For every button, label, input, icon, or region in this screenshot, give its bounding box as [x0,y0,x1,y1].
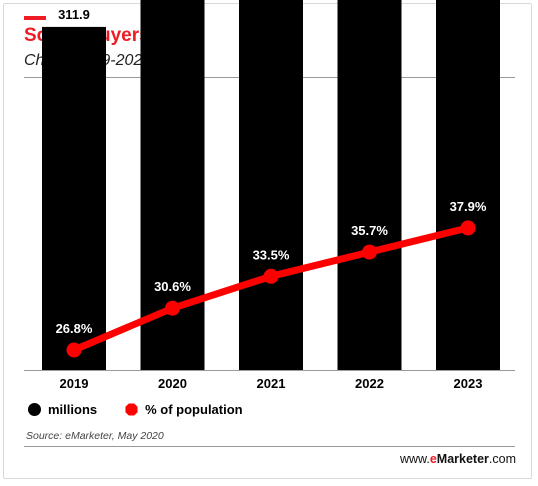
legend-marker-octagon-icon [125,403,138,416]
x-tick-2021: 2021 [257,376,286,391]
bar-2023 [436,0,500,371]
brand-e: e [429,452,437,466]
bar-2021 [239,0,303,370]
brand-prefix: www. [399,452,430,466]
legend-item-millions: millions [28,402,97,417]
brand-suffix: .com [488,452,516,466]
legend: millions % of population [28,402,271,417]
point-2022 [362,244,377,260]
point-label-2020: 30.6% [154,279,191,294]
point-2020 [165,300,180,316]
x-tick-2019: 2019 [60,376,89,391]
point-label-2023: 37.9% [450,199,487,214]
point-2019 [66,342,82,358]
point-2023 [460,220,476,236]
bar-2019 [42,26,106,370]
legend-marker-circle-icon [28,403,41,416]
accent-bar [24,16,46,20]
point-label-2022: 35.7% [351,223,388,238]
x-tick-2023: 2023 [454,376,483,391]
point-label-2019: 26.8% [56,321,93,336]
bottom-rule [24,446,515,447]
legend-label-millions: millions [48,402,98,417]
brand-name: Marketer [436,452,489,466]
bar-2022 [337,0,402,370]
x-tick-2020: 2020 [158,376,187,391]
point-2021 [263,268,279,284]
point-label-2021: 33.5% [253,247,290,262]
legend-item-population: % of population [125,402,243,417]
bar-label-2019: 311.9 [58,7,90,22]
x-tick-2022: 2022 [355,376,384,391]
legend-label-population: % of population [145,402,243,417]
brand-logo: www.eMarketer.com [400,452,516,466]
source-note: Source: eMarketer, May 2020 [26,430,164,442]
